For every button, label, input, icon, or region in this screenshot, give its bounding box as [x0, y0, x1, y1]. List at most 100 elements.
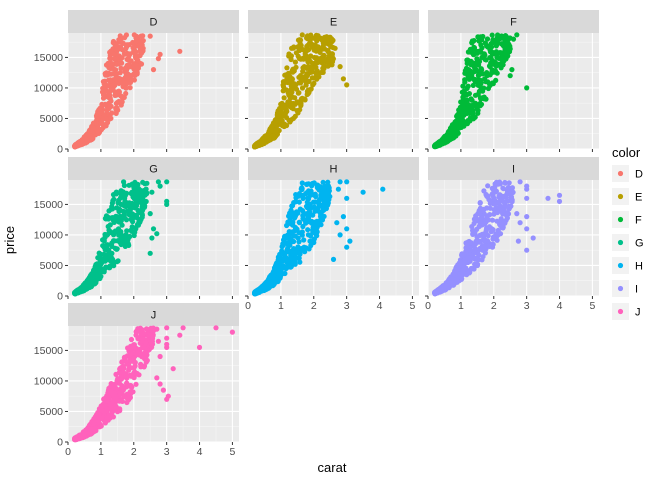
legend-label: E [635, 192, 642, 204]
data-point [478, 71, 484, 77]
data-point [443, 283, 449, 289]
data-point [311, 204, 317, 210]
data-point [280, 84, 287, 90]
legend-swatch [617, 285, 624, 292]
data-point [314, 71, 320, 77]
data-point [106, 70, 112, 76]
y-tick-label: 10000 [34, 229, 63, 241]
data-point [470, 103, 476, 109]
data-point [154, 375, 160, 381]
data-point [288, 86, 294, 93]
data-point [501, 219, 507, 225]
data-point [294, 99, 300, 105]
data-point [475, 34, 481, 40]
data-point [465, 83, 471, 89]
data-points-E [252, 32, 350, 150]
data-point [292, 224, 298, 231]
data-point [287, 74, 293, 80]
data-point [318, 69, 324, 76]
data-point [91, 267, 97, 273]
data-point [484, 73, 490, 79]
data-point [469, 108, 475, 114]
data-point [501, 40, 507, 47]
data-point [312, 191, 318, 197]
data-point [131, 184, 137, 190]
data-point [113, 42, 119, 48]
data-point [132, 179, 138, 185]
x-tick-label: 1 [278, 300, 284, 312]
x-tick-label: 3 [524, 300, 530, 312]
data-point [322, 198, 328, 204]
data-point [501, 186, 507, 192]
data-point [144, 357, 150, 364]
data-point [492, 181, 498, 187]
data-point [139, 336, 145, 342]
data-point [104, 244, 110, 250]
data-point [111, 196, 117, 202]
data-point [261, 138, 267, 144]
data-point [150, 67, 157, 73]
y-tick-label: 5000 [40, 406, 64, 418]
data-point [213, 325, 219, 331]
data-point [460, 267, 466, 274]
data-point [458, 275, 464, 281]
data-point [317, 210, 323, 216]
data-point [450, 124, 456, 130]
data-point [280, 88, 286, 94]
data-point [132, 359, 138, 366]
data-point [113, 71, 119, 77]
data-point [556, 198, 563, 204]
data-point [344, 244, 350, 250]
y-tick-label: 15000 [34, 199, 63, 211]
data-point [515, 238, 522, 244]
data-point [471, 45, 477, 51]
data-point [465, 255, 471, 261]
data-point [310, 212, 316, 218]
data-point [530, 235, 536, 241]
data-point [330, 256, 337, 262]
data-point [308, 64, 314, 70]
data-point [105, 414, 112, 420]
data-point [297, 251, 303, 257]
data-point [116, 75, 122, 82]
data-point [316, 45, 322, 52]
data-point [290, 115, 297, 121]
data-point [497, 50, 503, 56]
data-point [471, 266, 477, 272]
data-point [138, 199, 144, 205]
data-point [116, 370, 122, 376]
data-point [490, 227, 496, 233]
data-point [480, 247, 486, 253]
data-point [101, 396, 107, 402]
data-point [296, 230, 302, 236]
data-point [135, 336, 141, 342]
data-point [485, 183, 491, 189]
data-point [504, 215, 510, 221]
data-point [149, 344, 155, 350]
data-point [276, 258, 282, 264]
data-point [177, 332, 183, 338]
data-point [467, 267, 473, 273]
data-point [320, 45, 326, 51]
data-point [132, 196, 138, 202]
data-point [344, 179, 350, 185]
data-point [132, 50, 138, 56]
data-point [317, 49, 323, 56]
data-point [275, 274, 281, 281]
data-point [495, 40, 501, 46]
data-point [114, 61, 120, 67]
data-point [311, 80, 317, 86]
data-point [328, 44, 334, 50]
data-point [308, 188, 314, 194]
x-tick-label: 1 [458, 300, 464, 312]
data-point [474, 56, 480, 62]
data-point [113, 107, 119, 113]
data-point [95, 274, 101, 280]
data-point [139, 214, 145, 220]
facet-panel-G: G 0 5000 10000 15000 [34, 157, 239, 303]
data-point [301, 237, 307, 243]
data-point [514, 32, 520, 38]
data-point [464, 97, 470, 104]
x-tick-label: 5 [230, 446, 236, 458]
data-point [326, 54, 332, 60]
